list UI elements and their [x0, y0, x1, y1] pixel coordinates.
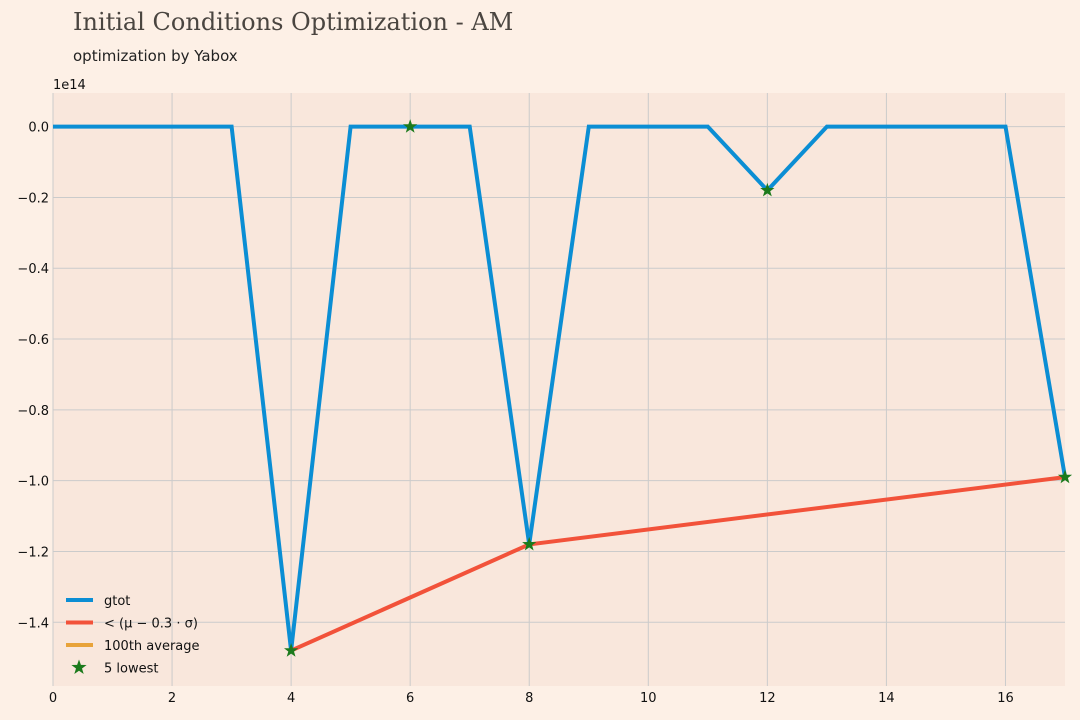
legend-label-2: < (μ − 0.3 · σ) [104, 617, 198, 632]
y-tick-label: −1.0 [17, 475, 49, 490]
y-tick-label: −0.8 [17, 404, 49, 419]
x-tick-label: 10 [640, 691, 657, 706]
lowest-marker [284, 643, 299, 657]
legend-label-3: 100th average [104, 639, 200, 654]
lowest-marker [1057, 469, 1073, 484]
y-tick-label: 0.0 [28, 121, 49, 136]
legend-label-1: gtot [104, 594, 130, 609]
y-offset-label: 1e14 [53, 78, 86, 93]
legend-star-icon [71, 659, 87, 674]
x-tick-label: 2 [168, 691, 176, 706]
y-tick-label: −0.4 [17, 262, 49, 277]
legend-label-markers: 5 lowest [104, 662, 158, 677]
chart-subtitle: optimization by Yabox [73, 47, 238, 65]
x-tick-label: 4 [287, 691, 295, 706]
marker-layer [284, 119, 1073, 657]
lowest-marker [403, 119, 418, 133]
x-tick-label: 14 [878, 691, 895, 706]
chart-title: Initial Conditions Optimization - AM [73, 8, 514, 36]
x-tick-label: 8 [525, 691, 533, 706]
y-tick-label: −0.6 [17, 333, 49, 348]
legend: gtot < (μ − 0.3 · σ) 100th average 5 lowest [66, 594, 200, 677]
lowest-marker [522, 536, 537, 551]
axes: 0 2 4 6 8 10 12 14 16 0.0 −0.2 −0.4 −0.6 −0.8 −1.0 −1.2… [17, 78, 1013, 706]
x-tick-label: 6 [406, 691, 414, 706]
plot-background [53, 93, 1065, 686]
series-line-1 [53, 124, 1067, 651]
y-tick-label: −1.2 [17, 545, 49, 560]
y-tick-label: −1.4 [17, 616, 49, 631]
y-tick-label: −0.2 [17, 191, 49, 206]
lowest-marker [760, 182, 775, 197]
x-tick-label: 16 [997, 691, 1014, 706]
x-tick-label: 0 [49, 691, 57, 706]
x-tick-label: 12 [759, 691, 776, 706]
